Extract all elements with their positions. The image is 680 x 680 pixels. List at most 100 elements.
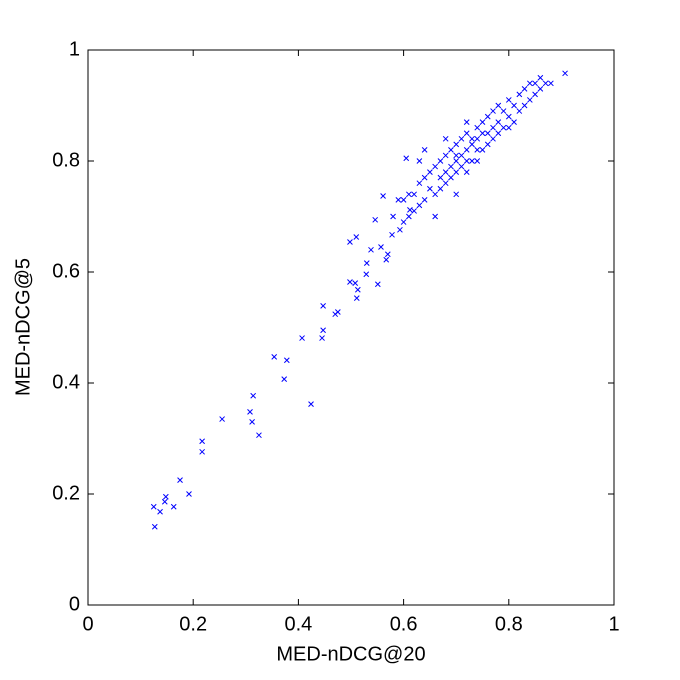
point <box>479 147 486 153</box>
point <box>247 409 253 415</box>
point <box>400 196 407 203</box>
point <box>421 196 428 203</box>
point <box>437 174 444 181</box>
point <box>416 202 423 209</box>
point <box>162 493 169 500</box>
point <box>319 335 325 341</box>
point <box>495 102 502 109</box>
point <box>537 74 544 81</box>
point <box>157 508 163 515</box>
point <box>526 80 533 87</box>
point <box>463 169 470 175</box>
point <box>490 124 496 131</box>
point <box>458 163 465 170</box>
point <box>411 208 417 214</box>
point <box>150 503 157 510</box>
point <box>390 213 396 220</box>
point <box>281 376 288 382</box>
point <box>151 523 158 530</box>
point <box>354 286 361 293</box>
y-tick-label: 0.4 <box>52 371 80 393</box>
point <box>453 169 460 175</box>
point <box>453 191 460 198</box>
point <box>526 97 533 103</box>
point <box>516 91 523 98</box>
point <box>511 102 517 109</box>
point <box>372 216 379 223</box>
point <box>474 158 481 164</box>
point <box>199 448 205 455</box>
point <box>505 124 512 131</box>
point <box>411 191 417 198</box>
point <box>250 392 257 399</box>
point <box>469 135 475 142</box>
point <box>389 231 395 238</box>
y-tick-label: 0.2 <box>52 482 80 504</box>
point <box>532 91 538 98</box>
point <box>521 102 528 109</box>
point <box>562 70 568 77</box>
point <box>380 193 386 199</box>
x-axis-label: MED-nDCG@20 <box>276 643 425 665</box>
point <box>363 260 370 266</box>
point <box>453 152 460 159</box>
y-axis-label: MED-nDCG@5 <box>12 258 34 396</box>
point <box>363 271 370 278</box>
point <box>397 226 403 233</box>
point <box>448 163 454 170</box>
point <box>469 158 475 164</box>
point <box>368 246 374 253</box>
y-tick-label: 0.6 <box>52 260 80 282</box>
point <box>407 206 413 213</box>
point <box>484 130 491 137</box>
point <box>495 119 502 126</box>
point <box>432 213 439 220</box>
point <box>347 279 353 285</box>
point <box>442 169 449 175</box>
x-tick-label: 1 <box>608 613 619 635</box>
point <box>347 239 353 245</box>
point <box>256 432 262 439</box>
x-tick-label: 0.6 <box>390 613 418 635</box>
x-tick-label: 0 <box>82 613 93 635</box>
point <box>427 185 433 192</box>
point <box>353 295 360 301</box>
point <box>448 174 454 181</box>
point <box>448 147 454 153</box>
point <box>352 280 359 286</box>
point <box>416 158 423 164</box>
x-tick-label: 0.4 <box>284 613 312 635</box>
point <box>170 503 177 510</box>
point <box>427 169 433 175</box>
point <box>458 152 465 159</box>
point <box>403 155 410 162</box>
point <box>383 256 390 263</box>
point <box>500 108 507 114</box>
point <box>479 130 486 137</box>
point <box>283 357 290 364</box>
point <box>395 196 402 203</box>
point <box>505 97 512 103</box>
point <box>437 158 444 164</box>
point <box>490 108 496 114</box>
point <box>308 401 314 407</box>
point <box>271 354 278 360</box>
point <box>378 244 384 250</box>
point <box>374 281 381 288</box>
point <box>453 158 460 164</box>
x-tick-label: 0.8 <box>495 613 523 635</box>
point <box>421 174 428 181</box>
point <box>495 130 502 137</box>
point <box>490 135 496 142</box>
point <box>416 180 423 187</box>
y-tick-label: 0 <box>69 593 80 615</box>
point <box>432 163 439 170</box>
point <box>219 416 225 422</box>
point <box>161 498 168 505</box>
point <box>521 85 528 92</box>
point <box>177 477 183 483</box>
point <box>532 80 538 87</box>
point <box>384 251 391 258</box>
point <box>320 327 326 334</box>
point <box>463 158 470 164</box>
